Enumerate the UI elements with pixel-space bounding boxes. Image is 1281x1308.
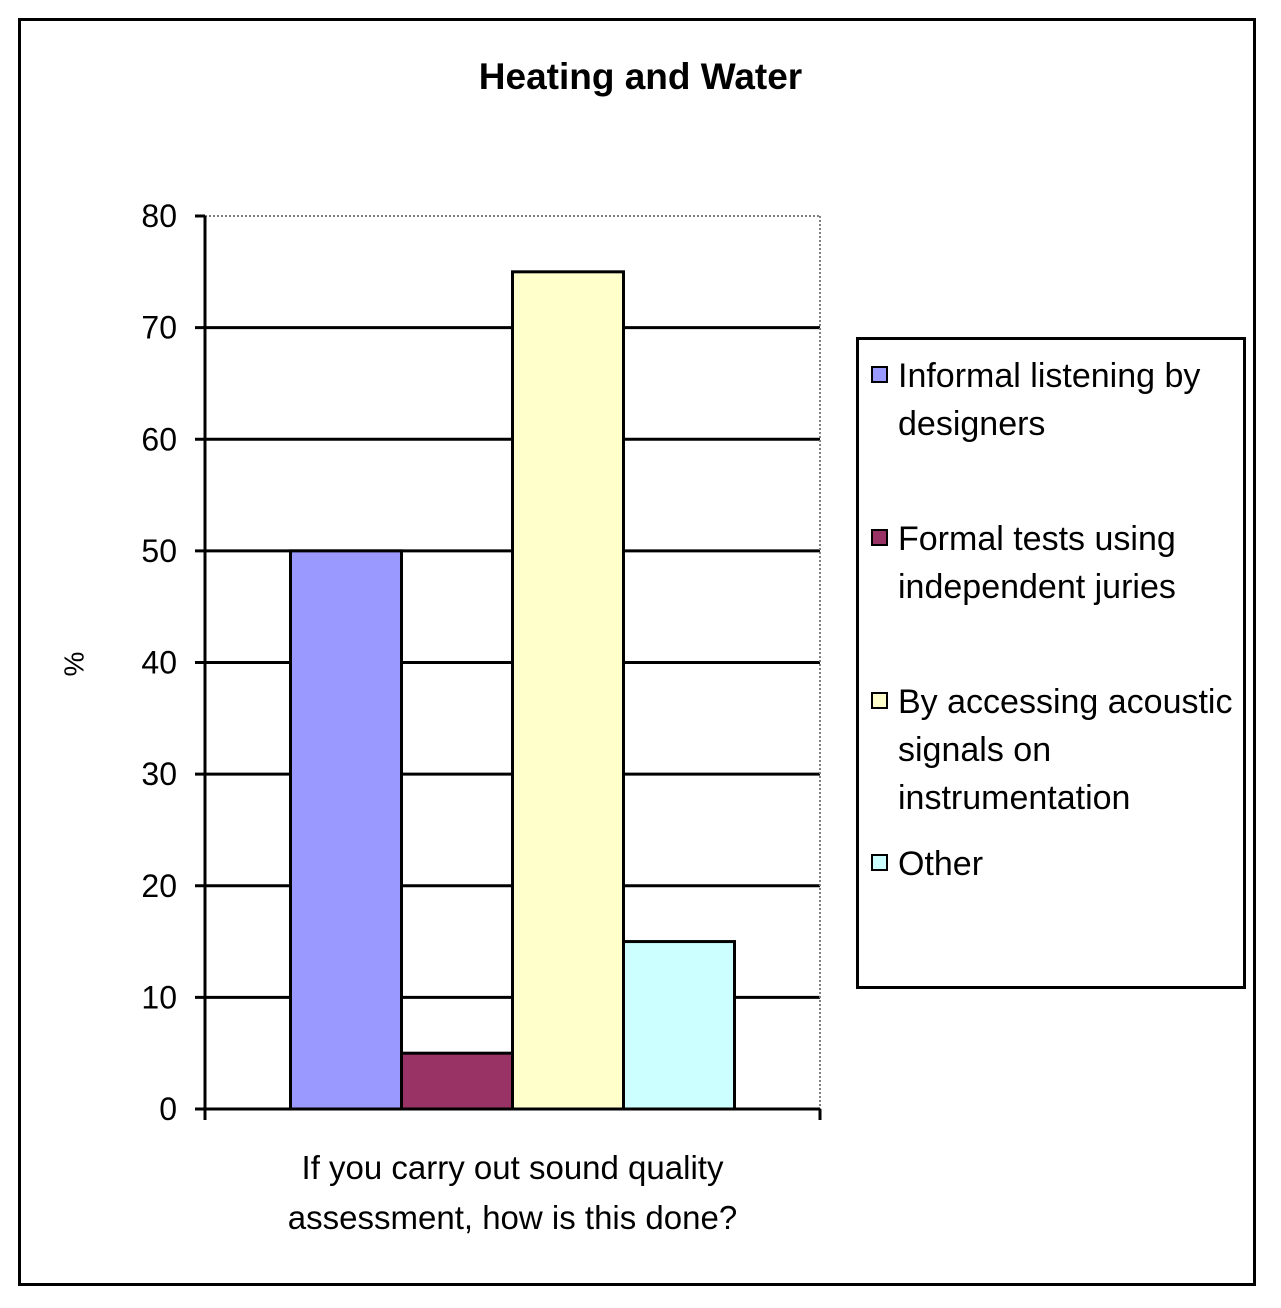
y-tick-labels: 0 10 20 30 40 50 60 70 80	[141, 198, 177, 1127]
y-tick-label-50: 50	[141, 533, 177, 569]
legend-label-informal: Informal listening by designers	[898, 357, 1201, 443]
y-tick-label-70: 70	[141, 310, 177, 346]
bar-2	[400, 1051, 514, 1111]
legend-label-acoustic: By accessing acoustic signals on instrum…	[898, 683, 1233, 817]
y-tick-label-80: 80	[141, 198, 177, 234]
legend-swatch-formal	[871, 529, 888, 546]
legend-swatch-acoustic	[871, 692, 888, 709]
bar-4	[622, 940, 736, 1111]
legend-label-other: Other	[898, 845, 984, 883]
bar-1	[289, 549, 403, 1111]
y-tick-label-30: 30	[141, 756, 177, 792]
legend-item-other: Other	[871, 840, 1241, 888]
legend: Informal listening by designers Formal t…	[856, 337, 1246, 989]
y-tick-label-20: 20	[141, 868, 177, 904]
y-axis-title: %	[58, 651, 90, 677]
x-axis-title: If you carry out sound quality assessmen…	[287, 1149, 738, 1236]
y-tick-label-60: 60	[141, 421, 177, 457]
y-tick-label-0: 0	[159, 1091, 177, 1127]
y-tick-label-10: 10	[141, 979, 177, 1015]
chart-title: Heating and Water	[478, 56, 803, 97]
bars	[289, 270, 736, 1111]
bar-3	[511, 270, 625, 1111]
legend-item-formal: Formal tests using independent juries	[871, 515, 1241, 611]
legend-swatch-informal	[871, 366, 888, 383]
legend-swatch-other	[871, 854, 888, 871]
legend-item-acoustic: By accessing acoustic signals on instrum…	[871, 678, 1241, 822]
y-tick-label-40: 40	[141, 645, 177, 681]
legend-item-informal: Informal listening by designers	[871, 352, 1241, 448]
legend-label-formal: Formal tests using independent juries	[898, 520, 1176, 606]
axes	[195, 214, 822, 1120]
